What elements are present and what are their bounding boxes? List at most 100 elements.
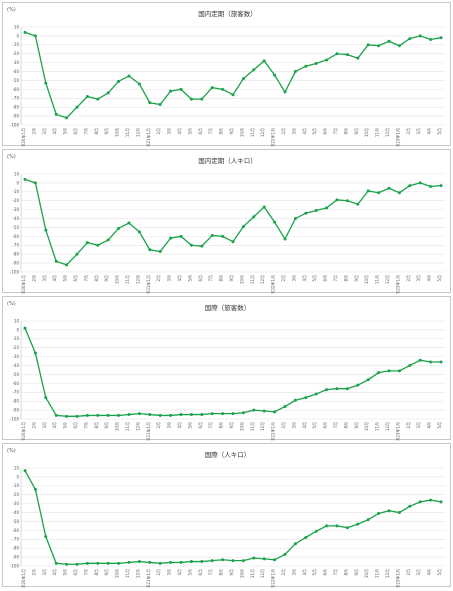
data-point [231,412,235,416]
x-tick-label: 4月 [302,569,307,576]
chart-title: 国際（旅客数） [205,303,251,312]
data-point [252,68,256,72]
data-point [179,560,183,564]
x-tick-label: 2022年1月 [270,422,276,441]
data-point [65,116,69,120]
data-point [200,244,204,248]
x-tick-label: 11月 [125,422,130,431]
x-tick-label: 12月 [260,128,265,137]
data-point [252,556,256,560]
x-tick-label: 3月 [291,569,296,576]
chart-title: 国内定期（旅客数） [198,9,257,18]
data-point [241,77,245,81]
x-tick-label: 8月 [343,569,348,576]
x-tick-label: 12月 [385,422,390,431]
data-point [314,62,318,66]
data-point [54,413,58,417]
y-tick-label: -30 [12,207,19,212]
x-tick-label: 7月 [83,569,88,576]
data-point [241,225,245,229]
data-point [158,103,162,107]
data-point [179,234,183,238]
x-tick-label: 7月 [83,128,88,135]
y-tick-label: -30 [12,354,19,359]
x-tick-label: 11月 [375,422,380,431]
data-point [127,74,131,78]
x-tick-label: 10月 [364,569,369,578]
x-tick-label: 5月 [63,128,68,135]
y-tick-label: 10 [14,24,20,29]
y-tick-label: -80 [12,105,19,110]
data-point [54,112,58,116]
x-tick-label: 2020年1月 [20,275,26,294]
data-point [44,396,48,400]
x-tick-label: 12月 [385,128,390,137]
data-point [273,73,277,77]
chart-svg: (%) 国内定期（人キロ） 10 0 -10 -20 -30 -40 -50 -60 -70 -80 -… [7,154,445,294]
data-point [397,44,401,48]
data-point [200,97,204,101]
data-point [44,535,48,539]
x-tick-label: 2月 [31,128,36,135]
x-tick-label: 11月 [375,128,380,137]
data-point [137,412,141,416]
x-tick-label: 8月 [94,422,99,429]
y-tick-label: -70 [12,96,19,101]
x-tick-label: 9月 [104,128,109,135]
data-point [23,30,27,34]
x-tick-label: 10月 [115,422,120,431]
data-point [418,500,422,504]
chart-svg: (%) 国際（旅客数） 10 0 -10 -20 -30 -40 -50 -60 -70 -80 -90… [7,301,445,441]
x-tick-label: 5月 [187,422,192,429]
x-tick-label: 9月 [229,128,234,135]
data-point [23,469,27,473]
x-tick-label: 12月 [385,569,390,578]
x-tick-label: 5月 [312,275,317,282]
data-point [439,36,443,40]
x-tick-label: 6月 [323,275,328,282]
data-point [200,560,204,564]
x-tick-label: 11月 [125,128,130,137]
data-point [137,82,141,86]
x-tick-label: 11月 [250,569,255,578]
data-point [397,369,401,373]
data-point [241,559,245,563]
data-point [75,252,79,256]
data-point [158,413,162,417]
data-point [366,43,370,47]
y-tick-label: -40 [12,363,19,368]
data-point [158,561,162,565]
y-tick-label: -10 [12,336,19,341]
data-point [189,243,193,247]
x-tick-label: 6月 [323,128,328,135]
x-tick-label: 2023年1月 [394,275,400,294]
data-point [252,215,256,219]
data-point [377,44,381,48]
data-point [65,562,69,566]
x-tick-label: 12月 [260,569,265,578]
x-tick-label: 5月 [187,128,192,135]
x-tick-label: 6月 [198,569,203,576]
x-tick-label: 3月 [42,128,47,135]
x-tick-label: 3月 [416,422,421,429]
x-tick-label: 5月 [437,128,442,135]
x-tick-label: 6月 [323,569,328,576]
data-point [189,413,193,417]
x-tick-label: 12月 [135,569,140,578]
data-point [231,93,235,97]
x-tick-label: 7月 [208,569,213,576]
x-tick-label: 5月 [63,569,68,576]
data-point [304,211,308,215]
x-tick-label: 10月 [364,275,369,284]
data-point [335,52,339,56]
y-tick-label: 0 [16,33,19,38]
data-point [418,358,422,362]
data-point [356,383,360,387]
data-point [169,413,173,417]
x-tick-label: 4月 [177,569,182,576]
x-tick-label: 4月 [427,569,432,576]
data-point [325,58,329,62]
chart-svg: (%) 国内定期（旅客数） 10 0 -10 -20 -30 -40 -50 -60 -70 -80 -… [7,7,445,147]
x-tick-label: 12月 [135,275,140,284]
x-tick-label: 7月 [83,422,88,429]
